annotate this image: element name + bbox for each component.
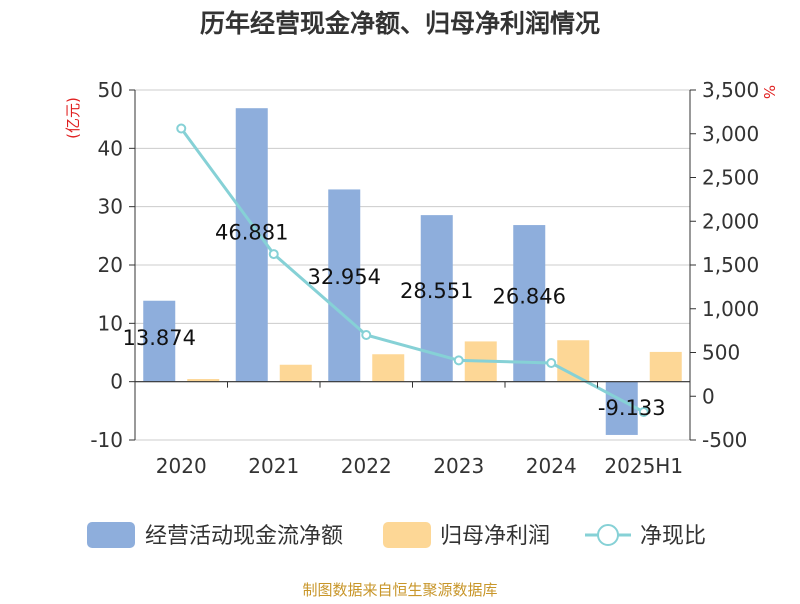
ratio-point [638,407,649,417]
left-axis-unit: (亿元) [64,97,82,139]
legend-label: 经营活动现金流净额 [145,524,343,549]
legend-swatch [383,522,431,548]
bar-cash-flow [328,189,361,382]
legend-swatch [87,522,135,548]
bar-net-profit [372,354,405,382]
left-tick-label: 0 [110,370,123,394]
cash-flow-data-label: -9.133 [598,396,666,420]
cash-flow-data-label: 28.551 [400,279,473,303]
category-label: 2024 [526,454,577,478]
bar-net-profit [649,351,682,382]
legend-layer: 经营活动现金流净额 归母净利润 净现比 [87,522,706,549]
right-tick-label: 1,500 [702,253,759,277]
bar-cash-flow [513,225,546,382]
line-layer [176,123,649,417]
chart-title: 历年经营现金净额、归母净利润情况 [200,9,600,38]
ratio-point [176,123,187,134]
cash-flow-data-label: 13.874 [123,326,196,350]
bar-net-profit [279,364,312,382]
legend-marker [597,524,619,546]
right-tick-label: 2,000 [702,209,759,233]
category-label: 2020 [156,454,207,478]
right-tick-label: 0 [702,384,715,408]
bar-layer [143,108,682,435]
cash-flow-data-label: 32.954 [308,265,381,289]
right-tick-label: 3,000 [702,122,759,146]
bar-cash-flow [143,300,176,382]
source-note: 制图数据来自恒生聚源数据库 [302,581,497,599]
ratio-point [453,355,464,366]
ratio-point [361,330,372,340]
bar-cash-flow [605,381,638,435]
left-tick-label: 10 [98,311,123,335]
right-tick-label: 2,500 [702,166,759,190]
right-tick-label: 500 [702,341,740,365]
left-tick-label: 50 [98,78,123,102]
cash-flow-data-label: 46.881 [215,220,288,244]
axis-layer: -10 0 10 20 30 40 50 -500 0 500 1,000 1,500 2,000 2,5… [90,78,759,478]
legend-label: 归母净利润 [440,524,550,549]
cash-flow-data-label: 26.846 [493,285,566,309]
category-label: 2025H1 [604,454,683,478]
left-tick-label: -10 [90,428,123,452]
left-tick-label: 40 [98,136,123,160]
right-tick-label: 3,500 [702,78,759,102]
label-layer: 13.874 46.881 32.954 28.551 26.846 -9.133 [123,220,666,420]
category-label: 2023 [433,454,484,478]
right-tick-label: 1,000 [702,297,759,321]
legend-label: 净现比 [640,524,706,549]
bar-net-profit [187,379,220,382]
left-tick-label: 20 [98,253,123,277]
left-tick-label: 30 [98,195,123,219]
ratio-line [180,127,645,414]
ratio-point [546,358,557,368]
bar-cash-flow [235,108,268,382]
right-tick-label: -500 [702,428,747,452]
right-axis-unit: % [760,85,778,99]
category-label: 2022 [341,454,392,478]
ratio-point [268,249,279,260]
category-label: 2021 [248,454,299,478]
